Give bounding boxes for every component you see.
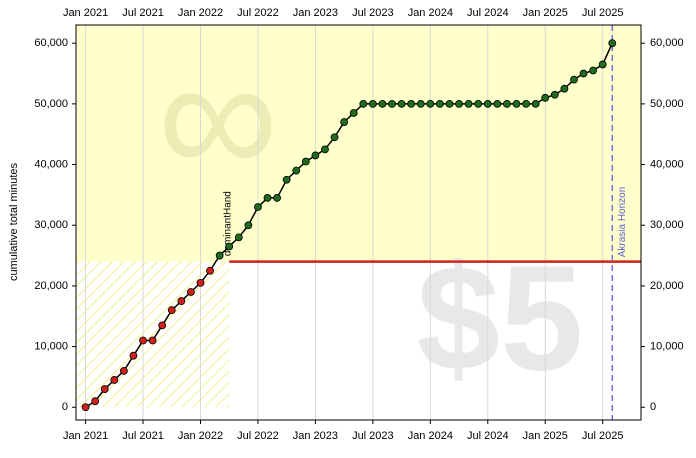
hatched-region: [76, 261, 230, 408]
data-point: [388, 99, 396, 108]
x-tick-label-top: Jan 2024: [408, 7, 453, 19]
y2-tick-label: 0: [650, 401, 656, 413]
y-tick-label: 20,000: [34, 280, 68, 292]
y-tick-label: 30,000: [34, 219, 68, 231]
x-tick-label-top: Jan 2025: [523, 7, 568, 19]
x-tick-label-top: Jan 2022: [178, 7, 223, 19]
data-point: [254, 203, 262, 211]
data-point: [512, 99, 521, 108]
data-point: [589, 66, 598, 75]
y-tick-label: 60,000: [34, 37, 68, 49]
x-tick-label: Jul 2023: [352, 430, 394, 442]
y2-tick-label: 50,000: [650, 98, 684, 110]
data-point: [541, 93, 550, 102]
data-point: [321, 145, 329, 154]
data-point: [340, 118, 349, 126]
data-point: [215, 251, 224, 260]
x-tick-label: Jul 2022: [237, 430, 279, 442]
watermark: $5: [417, 234, 584, 402]
above-goal-region: [76, 25, 641, 262]
data-point: [608, 39, 617, 48]
data-point: [196, 278, 205, 287]
x-tick-label-top: Jul 2022: [237, 7, 279, 19]
x-tick-label: Jan 2022: [178, 430, 223, 442]
x-tick-label-top: Jul 2021: [122, 7, 164, 19]
data-point: [445, 99, 454, 108]
watermark: ∞: [157, 22, 278, 212]
data-point: [158, 321, 167, 330]
data-point: [129, 351, 138, 360]
data-point: [292, 166, 301, 175]
data-point: [244, 221, 253, 230]
x-tick-label: Jul 2024: [467, 430, 509, 442]
y2-tick-label: 40,000: [650, 158, 684, 170]
data-point: [263, 194, 272, 202]
x-tick-label-top: Jan 2021: [63, 7, 108, 19]
y-tick-label: 50,000: [34, 98, 68, 110]
y-tick-label: 40,000: [34, 158, 68, 170]
data-point: [167, 306, 176, 315]
data-point: [407, 99, 416, 108]
data-point: [464, 99, 473, 108]
y2-tick-label: 10,000: [650, 340, 684, 352]
data-point: [560, 84, 569, 93]
data-point: [100, 385, 109, 393]
data-point: [531, 99, 540, 108]
data-point: [550, 90, 559, 99]
data-point: [416, 99, 425, 108]
data-point: [483, 99, 492, 108]
data-point: [139, 336, 147, 345]
x-tick-label-top: Jul 2024: [467, 7, 509, 19]
x-tick-label-top: Jul 2025: [582, 7, 624, 19]
data-point: [91, 397, 100, 406]
y2-tick-label: 20,000: [650, 280, 684, 292]
data-point: [579, 69, 588, 78]
data-point: [206, 266, 214, 275]
data-point: [110, 376, 119, 384]
y-tick-label: 10,000: [34, 340, 68, 352]
x-tick-label: Jan 2021: [63, 430, 108, 442]
data-point: [359, 99, 368, 108]
data-point: [474, 99, 483, 108]
y2-tick-label: 30,000: [650, 219, 684, 231]
data-point: [311, 151, 320, 160]
data-point: [148, 336, 157, 345]
data-point: [301, 157, 310, 166]
y-tick-label: 0: [62, 401, 68, 413]
data-point: [273, 194, 282, 202]
data-point: [426, 99, 435, 108]
data-point: [119, 366, 128, 375]
x-tick-label: Jan 2024: [408, 430, 453, 442]
data-point: [330, 133, 339, 142]
y2-tick-label: 60,000: [650, 37, 684, 49]
x-tick-label-top: Jul 2023: [352, 7, 394, 19]
data-point: [282, 175, 291, 184]
data-point: [455, 99, 463, 108]
x-tick-label: Jul 2025: [582, 430, 624, 442]
data-point: [225, 242, 234, 251]
data-point: [187, 288, 195, 296]
x-tick-label-top: Jan 2023: [293, 7, 338, 19]
data-point: [81, 403, 90, 412]
data-point: [522, 99, 530, 108]
horizon-label: Akrasia Horizon: [617, 187, 628, 258]
data-point: [598, 60, 607, 69]
x-tick-label: Jan 2023: [293, 430, 338, 442]
data-point: [378, 99, 387, 108]
data-point: [503, 99, 511, 108]
data-point: [368, 99, 377, 108]
data-point: [570, 75, 578, 84]
x-tick-label: Jul 2021: [122, 430, 164, 442]
data-point: [435, 99, 444, 108]
data-point: [397, 99, 406, 108]
y-axis-label: cumulative total minutes: [8, 163, 20, 281]
x-tick-label: Jan 2025: [523, 430, 568, 442]
data-point: [349, 109, 358, 117]
data-point: [177, 297, 186, 305]
annotation: dominantHand: [222, 191, 233, 256]
data-point: [234, 233, 243, 242]
data-point: [493, 99, 502, 108]
plot-frame: [75, 24, 642, 421]
